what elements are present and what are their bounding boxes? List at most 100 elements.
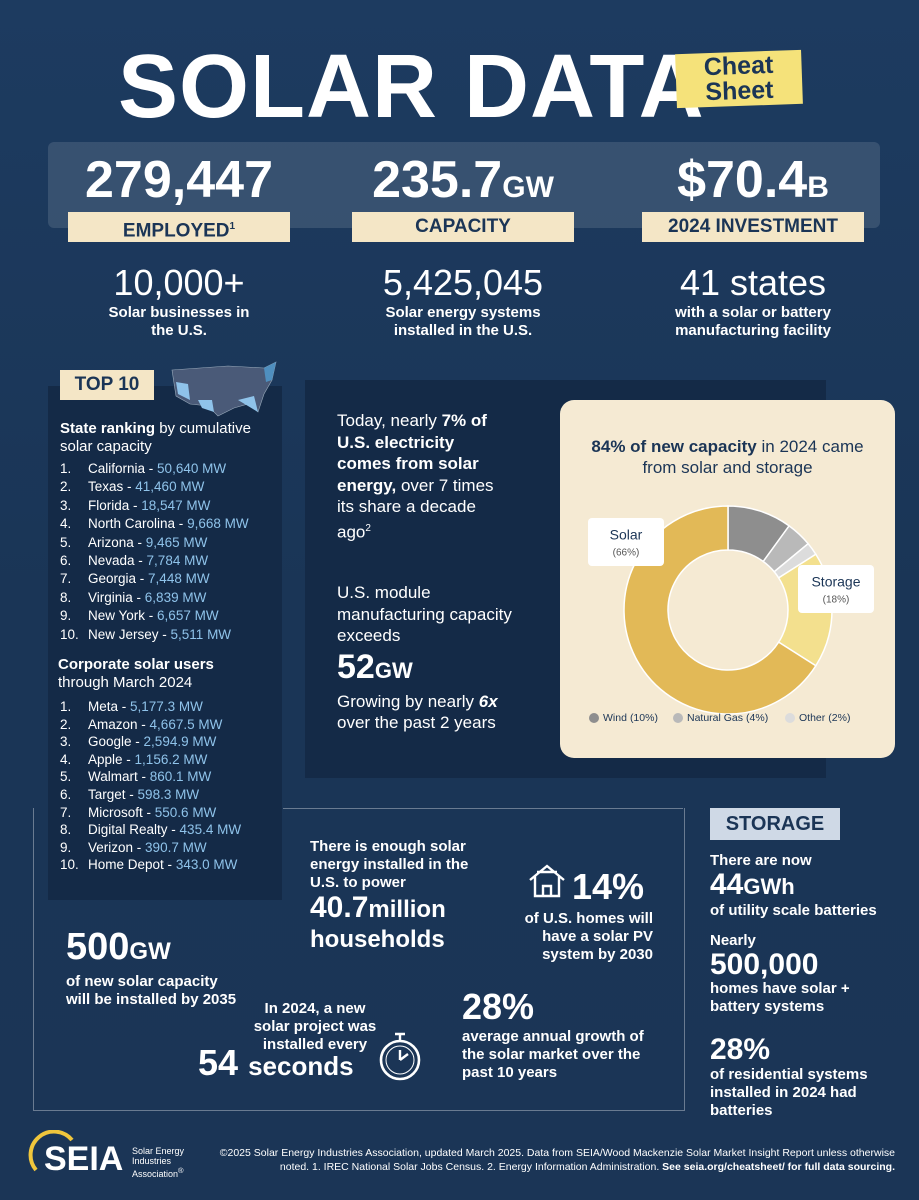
list-item: 9. New York - 6,657 MW xyxy=(60,607,249,625)
name: Meta - xyxy=(88,699,127,714)
value: 6,657 MW xyxy=(157,608,219,624)
rank: 5. xyxy=(60,534,72,550)
value: 390.7 MW xyxy=(145,839,207,855)
list-item: 3. Google - 2,594.9 MW xyxy=(60,733,241,751)
list-item: 4. Apple - 1,156.2 MW xyxy=(60,751,241,769)
rank: 8. xyxy=(60,589,72,605)
badge: Cheat Sheet xyxy=(675,49,803,109)
rank: 8. xyxy=(60,822,72,838)
stat-label-text: EMPLOYED xyxy=(122,220,230,242)
chart-title-text: in 2024 came from solar and storage xyxy=(642,437,864,477)
list-item: 5. Arizona - 9,465 MW xyxy=(60,534,249,552)
donut-chart: Solar (66%) Storage (18%) Wind (10%) Natural G… xyxy=(588,505,874,724)
fact-text: with a solar or battery manufacturing fa… xyxy=(675,304,831,339)
unit: million xyxy=(368,896,446,923)
list-item: 6. Target - 598.3 MW xyxy=(60,786,241,804)
stopwatch-icon xyxy=(379,1032,421,1081)
homes-value: 14% xyxy=(572,866,645,907)
heading-text: through March 2024 xyxy=(58,674,193,691)
fact-value: 5,425,045 xyxy=(382,262,544,303)
list-item: 6. Nevada - 7,784 MW xyxy=(60,552,249,570)
rank: 5. xyxy=(60,769,72,785)
legend-value: (2%) xyxy=(828,712,850,724)
rank: 6. xyxy=(60,786,72,802)
org: Solar Energy Industries Association xyxy=(132,1146,185,1179)
house-icon xyxy=(529,864,565,898)
text: average annual growth of the solar marke… xyxy=(462,1028,644,1081)
list-item: 8. Virginia - 6,839 MW xyxy=(60,589,249,607)
list-item: 2. Amazon - 4,667.5 MW xyxy=(60,716,241,734)
list-item: 2. Texas - 41,460 MW xyxy=(60,478,249,496)
slice-value-label: (66%) xyxy=(613,548,640,559)
name: Nevada - xyxy=(88,553,143,569)
fact: 41 states with a solar or battery manufac… xyxy=(642,262,864,340)
legend-value: (10%) xyxy=(630,712,658,724)
value: 1,156.2 MW xyxy=(134,751,208,767)
value: 18,547 MW xyxy=(141,497,211,513)
list-item: 7. Microsoft - 550.6 MW xyxy=(60,804,241,822)
legend-swatch xyxy=(785,713,795,723)
state-list: 1. California - 50,640 MW 2. Texas - 41,460… xyxy=(60,460,249,644)
value: 435.4 MW xyxy=(179,822,242,838)
heading-bold: Corporate solar users xyxy=(58,656,214,673)
value: 9,465 MW xyxy=(145,534,208,550)
slice-label: Storage xyxy=(811,574,860,590)
list-item: 1. Meta - 5,177.3 MW xyxy=(60,698,241,716)
text: Growing by nearly 6x over the past 2 yea… xyxy=(337,691,517,734)
value: 50,640 MW xyxy=(157,461,227,476)
list-item: 3. Florida - 18,547 MW xyxy=(60,497,249,515)
text: U.S. module manufacturing capacity excee… xyxy=(337,583,512,645)
manufacturing: U.S. module manufacturing capacity excee… xyxy=(337,582,517,734)
legend-label: Natural Gas (4%) xyxy=(687,712,768,724)
logo-org: Solar Energy Industries Association® xyxy=(132,1146,192,1179)
text: households xyxy=(310,926,445,953)
stat-value: 235.7GW xyxy=(332,150,594,210)
households: There is enough solar energy installed i… xyxy=(310,838,490,954)
number: 500 xyxy=(66,926,130,968)
name: North Carolina - xyxy=(88,516,184,532)
rank: 2. xyxy=(60,479,72,495)
text: over 7 times its share a decade ago xyxy=(337,475,494,542)
mark: ® xyxy=(178,1166,184,1175)
rank: 1. xyxy=(60,461,72,476)
name: Verizon - xyxy=(88,839,142,855)
title: SOLAR DATA xyxy=(118,37,705,137)
name: Amazon - xyxy=(88,716,146,732)
legend-swatch xyxy=(589,713,599,723)
slice-label: Solar xyxy=(610,527,643,543)
project-text: In 2024, a new solar project was install… xyxy=(253,1000,377,1053)
text: There are now xyxy=(710,852,812,869)
name: Apple - xyxy=(88,751,131,767)
fact: 5,425,045 Solar energy systems installed … xyxy=(352,262,574,340)
homes-text: of U.S. homes will have a solar PV syste… xyxy=(524,910,653,963)
states-heading: State ranking by cumulative solar capaci… xyxy=(60,420,275,456)
list-item: 10. Home Depot - 343.0 MW xyxy=(60,856,241,874)
name: Home Depot - xyxy=(88,857,173,873)
us-map xyxy=(171,361,277,417)
value: 5,511 MW xyxy=(170,626,232,642)
value: 860.1 MW xyxy=(149,769,212,785)
rank: 10. xyxy=(60,626,79,642)
rank: 6. xyxy=(60,553,72,569)
legend-label: Other (2%) xyxy=(799,712,850,724)
logo-arc xyxy=(28,1130,74,1172)
rank: 1. xyxy=(60,699,72,714)
top10-panel xyxy=(48,386,282,900)
fact-text: Solar businesses in the U.S. xyxy=(108,304,250,339)
rank: 7. xyxy=(60,804,72,820)
list-item: 8. Digital Realty - 435.4 MW xyxy=(60,821,241,839)
value: 500,000 xyxy=(710,948,819,981)
text: of utility scale batteries xyxy=(710,902,877,919)
footnote: 1 xyxy=(229,221,236,232)
stat-number: 235.7 xyxy=(372,151,503,209)
stat-number: $70.4 xyxy=(677,151,808,209)
list-item: 9. Verizon - 390.7 MW xyxy=(60,839,241,857)
stat-value: 279,447 xyxy=(85,151,273,209)
corporate-heading: Corporate solar users through March 2024 xyxy=(58,656,273,692)
value: 550.6 MW xyxy=(154,804,217,820)
frame-top xyxy=(283,808,683,809)
text: of new solar capacity will be installed … xyxy=(66,973,237,1008)
list-item: 4. North Carolina - 9,668 MW xyxy=(60,515,249,533)
value: 343.0 MW xyxy=(175,857,238,873)
